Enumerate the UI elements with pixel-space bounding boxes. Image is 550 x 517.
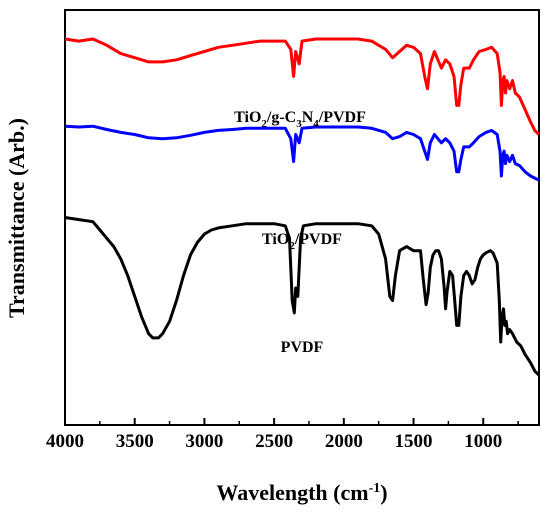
x-axis-ticks: 4000 3500 3000 2500 2000 1500 1000 [46,418,519,452]
series-tio2-gc3n4-pvdf [64,37,541,136]
y-axis-title: Transmittance (Arb.) [4,118,29,318]
x-tick-label: 4000 [46,431,84,452]
x-tick-label: 3500 [116,431,154,452]
x-tick-label: 3000 [185,431,223,452]
series-pvdf [64,216,541,377]
annotation-tio2-pvdf: TiO2/PVDF [262,231,342,252]
series-tio2-pvdf [64,124,540,182]
annotation-tio2-gc3n4-pvdf: TiO2/g-C3N4/PVDF [234,109,366,130]
annotations: TiO2/g-C3N4/PVDF TiO2/PVDF PVDF [234,109,366,356]
x-axis-title: Wavelength (cm-1) [216,480,387,505]
x-tick-label: 1500 [395,431,433,452]
x-tick-label: 2000 [325,431,363,452]
plot-frame [64,9,540,426]
annotation-pvdf: PVDF [281,339,324,356]
x-tick-label: 2500 [255,431,293,452]
series-layer [64,37,541,377]
x-tick-label: 1000 [464,431,502,452]
